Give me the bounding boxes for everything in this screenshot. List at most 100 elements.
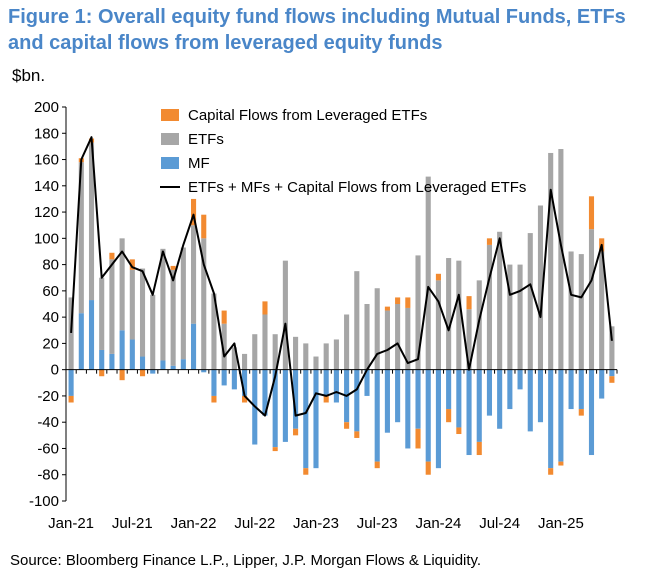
line-layer — [70, 136, 613, 417]
mf-bar — [374, 369, 380, 462]
leveraged-etf-bar — [303, 468, 309, 475]
y-tick-label: -60 — [37, 440, 59, 457]
mf-bar — [609, 369, 615, 377]
leveraged-etf-bar — [354, 431, 360, 438]
mf-bar — [139, 356, 146, 370]
mf-bar — [456, 369, 462, 428]
mf-bar — [272, 369, 278, 448]
etf-bar — [303, 343, 309, 370]
mf-bar — [242, 369, 248, 396]
mf-bar — [333, 369, 339, 403]
y-tick-label: -80 — [37, 467, 59, 484]
etf-bar — [211, 293, 217, 370]
mf-bar — [425, 369, 431, 462]
mf-bar — [109, 353, 115, 370]
etf-bar — [364, 304, 370, 370]
x-tick-label: Jul-24 — [479, 515, 520, 532]
x-tick-label: Jan-21 — [48, 515, 94, 532]
legend-swatch-mf — [161, 157, 179, 169]
mf-bar — [578, 369, 584, 410]
etf-bar — [150, 294, 156, 370]
etf-bar — [221, 323, 227, 370]
etf-bar — [507, 264, 513, 370]
mf-bar — [405, 369, 411, 449]
leveraged-etf-bar — [201, 214, 207, 239]
x-tick-label: Jul-22 — [234, 515, 275, 532]
etf-bar — [548, 152, 554, 370]
etf-bar — [252, 334, 258, 370]
leveraged-etf-bar — [384, 306, 390, 311]
y-tick-label: -40 — [37, 414, 59, 431]
leveraged-etf-bar — [374, 461, 380, 469]
mf-bar — [221, 369, 227, 386]
y-axis-unit-label: $bn. — [12, 66, 46, 85]
leveraged-etf-bar — [170, 265, 176, 270]
etf-bar — [527, 233, 533, 370]
y-tick-label: -100 — [29, 493, 59, 510]
leveraged-etf-bar — [476, 441, 482, 456]
x-tick-label: Jan-25 — [538, 515, 584, 532]
leveraged-etf-bar — [119, 369, 125, 381]
etf-bar — [435, 280, 441, 370]
mf-bar — [568, 369, 574, 410]
leveraged-etf-bar — [68, 395, 74, 403]
mf-bar — [537, 369, 544, 423]
etf-bar — [497, 231, 503, 370]
mf-bar — [99, 349, 105, 370]
etf-bar — [599, 251, 605, 370]
x-tick-label: Jan-24 — [415, 515, 461, 532]
mf-bar — [354, 369, 360, 432]
mf-bar — [119, 330, 125, 370]
leveraged-etf-bar — [415, 428, 421, 449]
x-tick-label: Jan-23 — [293, 515, 339, 532]
y-tick-label: -20 — [37, 388, 59, 405]
legend-swatch-lev — [161, 109, 179, 121]
etf-bar — [466, 309, 472, 370]
leveraged-etf-bar — [129, 259, 135, 270]
leveraged-etf-bar — [395, 297, 401, 304]
mf-bar — [160, 360, 166, 370]
mf-bar — [262, 369, 268, 416]
mf-bar — [211, 369, 217, 396]
etf-bar — [201, 238, 207, 370]
etf-bar — [313, 356, 319, 370]
mf-bar — [435, 369, 441, 469]
etf-bar — [578, 254, 584, 370]
mf-bar — [517, 369, 523, 390]
leveraged-etf-bar — [456, 427, 462, 435]
mf-bar — [415, 369, 421, 429]
etf-bar — [558, 149, 564, 370]
leveraged-etf-bar — [99, 369, 105, 377]
x-tick-label: Jul-23 — [357, 515, 398, 532]
etf-bar — [517, 264, 523, 370]
leveraged-etf-bar — [405, 297, 411, 308]
chart-title: Figure 1: Overall equity fund flows incl… — [8, 6, 626, 54]
etf-bar — [170, 269, 176, 366]
etf-bar — [395, 304, 401, 370]
leveraged-etf-bar — [211, 395, 217, 403]
y-tick-label: 160 — [34, 152, 59, 169]
mf-bar — [190, 323, 197, 370]
leveraged-etf-bar — [323, 395, 329, 403]
etf-bar — [568, 251, 574, 370]
etf-bar — [99, 277, 105, 350]
etf-bar — [262, 314, 268, 370]
mf-bar — [78, 313, 84, 370]
mf-bar — [313, 369, 319, 469]
mf-bar — [364, 369, 370, 396]
mf-bar — [88, 300, 95, 370]
etf-bar — [190, 225, 197, 324]
etf-bar — [139, 268, 146, 357]
etf-bar — [476, 280, 482, 370]
x-tick-label: Jul-21 — [112, 515, 153, 532]
mf-bar — [282, 369, 288, 442]
axes-layer: -100 -80 -60 -40 -20 0 20 40 60 80 100 120 140 160 180… — [29, 99, 618, 532]
legend-label-line: ETFs + MFs + Capital Flows from Leverage… — [188, 179, 526, 196]
leveraged-etf-bar — [242, 395, 248, 403]
y-tick-label: 80 — [42, 257, 59, 274]
y-tick-label: 120 — [34, 204, 59, 221]
bars-layer — [68, 138, 615, 475]
mf-bar — [527, 369, 533, 432]
leveraged-etf-bar — [466, 296, 472, 310]
etf-bar — [119, 238, 125, 331]
